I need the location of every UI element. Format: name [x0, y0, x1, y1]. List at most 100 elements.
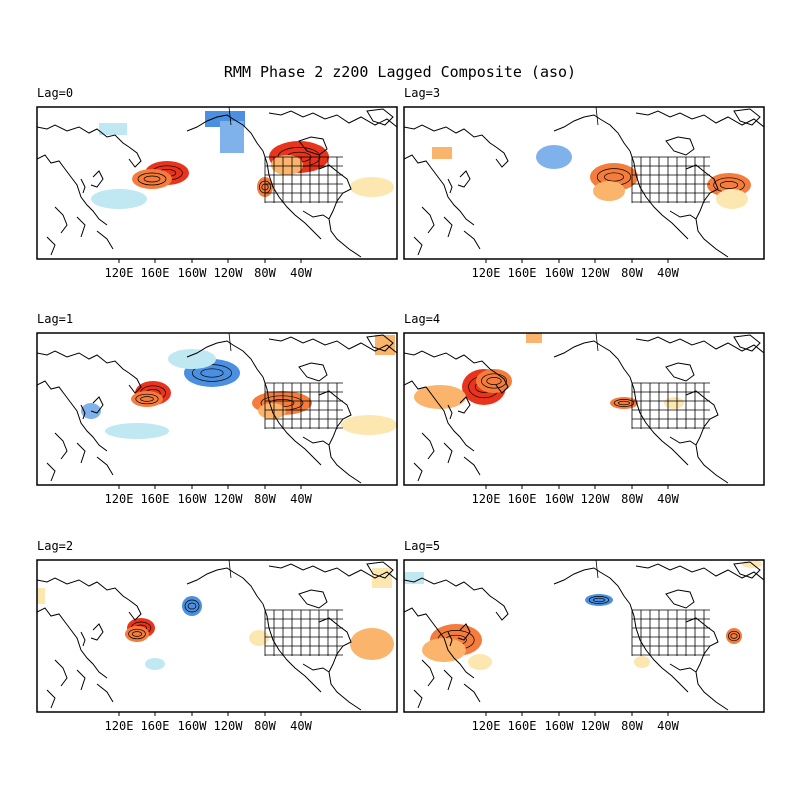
lon-tick-label: 80W — [621, 492, 643, 506]
anomaly-patch — [414, 385, 466, 409]
anomaly-patch — [585, 594, 613, 606]
anomaly-patch — [220, 121, 244, 153]
coastline — [298, 589, 328, 609]
coastline — [733, 561, 761, 579]
anomaly-patch — [37, 588, 45, 604]
panel-frame — [403, 332, 765, 486]
coastline — [90, 623, 104, 641]
lon-tick-label: 160E — [141, 719, 170, 733]
coastline — [685, 390, 719, 446]
coastline — [685, 617, 719, 673]
coastline — [37, 577, 130, 601]
anomaly-patch — [168, 349, 216, 369]
coastline — [366, 334, 394, 352]
coastline — [232, 118, 264, 152]
coastline — [413, 432, 481, 482]
anomaly-patch — [432, 147, 452, 159]
lon-tick-label: 160E — [141, 266, 170, 280]
contour-line — [730, 633, 738, 639]
coastline — [404, 124, 497, 148]
lon-tick-label: 120E — [105, 266, 134, 280]
coastline — [268, 563, 397, 581]
coastline — [318, 617, 352, 673]
panel-frame — [403, 106, 765, 260]
coastline — [37, 607, 108, 679]
contour-line — [143, 175, 161, 183]
lon-tick-label: 40W — [290, 266, 312, 280]
panel-frame — [403, 559, 765, 713]
contour-line — [140, 396, 154, 402]
coastline — [268, 110, 397, 128]
lon-tick-label: 80W — [254, 719, 276, 733]
anomaly-patch — [145, 658, 165, 670]
contour-line — [200, 368, 224, 378]
anomaly-patch — [526, 333, 542, 343]
anomaly-patch — [249, 630, 269, 646]
contour-line — [728, 630, 740, 642]
lon-tick-label: 40W — [290, 492, 312, 506]
lon-tick-label: 80W — [254, 266, 276, 280]
map-area — [37, 107, 397, 259]
anomaly-patch — [593, 181, 625, 201]
coastline — [665, 362, 695, 382]
coastlines — [37, 333, 397, 484]
coastline — [318, 390, 352, 446]
coastline — [495, 146, 509, 168]
coastline — [669, 436, 729, 484]
panel-lag3: Lag=3 120E 160E 160W 120W 80W 40W — [403, 86, 765, 280]
coastlines — [404, 107, 764, 258]
lon-tick-label: 120W — [581, 266, 611, 280]
contour-line — [137, 172, 167, 186]
coastline — [46, 432, 114, 482]
lon-tick-label: 160E — [508, 719, 537, 733]
coastline — [669, 663, 729, 711]
anomaly-patch — [91, 189, 147, 209]
panel-label: Lag=3 — [404, 86, 440, 100]
coastline — [404, 380, 475, 452]
coastline — [366, 561, 394, 579]
coastline — [186, 567, 234, 585]
map-area — [404, 107, 764, 259]
anomaly-patch — [610, 397, 638, 409]
contour-line — [588, 596, 610, 604]
coastline — [553, 114, 601, 132]
coastline — [447, 404, 453, 420]
lon-tick-label: 160W — [178, 719, 208, 733]
anomaly-patch — [375, 335, 395, 355]
anomaly-shading — [414, 333, 684, 409]
lon-tick-label: 120E — [472, 719, 501, 733]
coastline — [318, 164, 352, 220]
coastline — [404, 350, 497, 374]
lon-tick-label: 160E — [141, 492, 170, 506]
contour-line — [593, 597, 605, 603]
contour-line — [719, 181, 739, 189]
anomaly-patch — [182, 596, 202, 616]
coastline — [90, 170, 104, 188]
map-area — [404, 560, 764, 712]
coastline — [553, 567, 601, 585]
coastline — [46, 206, 114, 256]
panel-label: Lag=4 — [404, 312, 440, 326]
lon-tick-label: 160W — [178, 492, 208, 506]
anomaly-shading — [81, 335, 397, 439]
map-area — [37, 560, 397, 712]
contour-line — [192, 364, 232, 382]
contour-line — [486, 377, 502, 385]
coastline — [404, 577, 497, 601]
lon-tick-label: 160W — [545, 266, 575, 280]
coastline — [298, 362, 328, 382]
coastline — [298, 136, 328, 156]
lon-tick-label: 160W — [545, 719, 575, 733]
panel-label: Lag=1 — [37, 312, 73, 326]
coastline — [669, 210, 729, 258]
coastline — [404, 154, 475, 226]
anomaly-patch — [372, 568, 392, 588]
figure-title: RMM Phase 2 z200 Lagged Composite (aso) — [224, 63, 576, 81]
contour-line — [128, 628, 146, 640]
coastline — [599, 118, 631, 152]
contour-line — [604, 172, 624, 182]
anomaly-patch — [125, 626, 149, 642]
anomaly-shading — [404, 560, 762, 670]
coastline — [495, 372, 509, 394]
coastline — [599, 571, 631, 605]
